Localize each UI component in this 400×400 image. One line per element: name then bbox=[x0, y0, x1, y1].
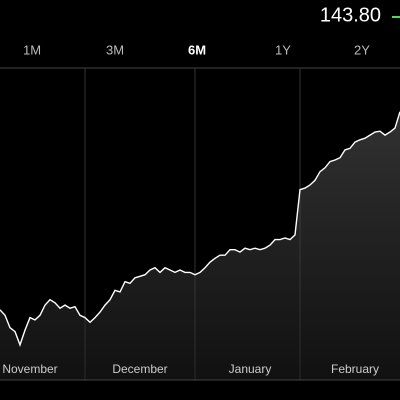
range-tab[interactable]: 1M bbox=[23, 42, 41, 57]
range-tab[interactable]: 2Y bbox=[354, 42, 370, 57]
x-tick-label: December bbox=[112, 362, 167, 376]
area bbox=[0, 111, 400, 380]
x-tick-label: January bbox=[229, 362, 272, 376]
range-tab[interactable]: 1Y bbox=[275, 42, 291, 57]
range-tab[interactable]: 3M bbox=[106, 42, 124, 57]
range-tab[interactable]: 6M bbox=[188, 42, 206, 57]
x-tick-label: February bbox=[331, 362, 379, 376]
x-tick-label: November bbox=[2, 362, 57, 376]
price: 143.80 bbox=[320, 4, 381, 26]
price-line bbox=[0, 111, 400, 347]
change-indicator bbox=[392, 16, 400, 18]
